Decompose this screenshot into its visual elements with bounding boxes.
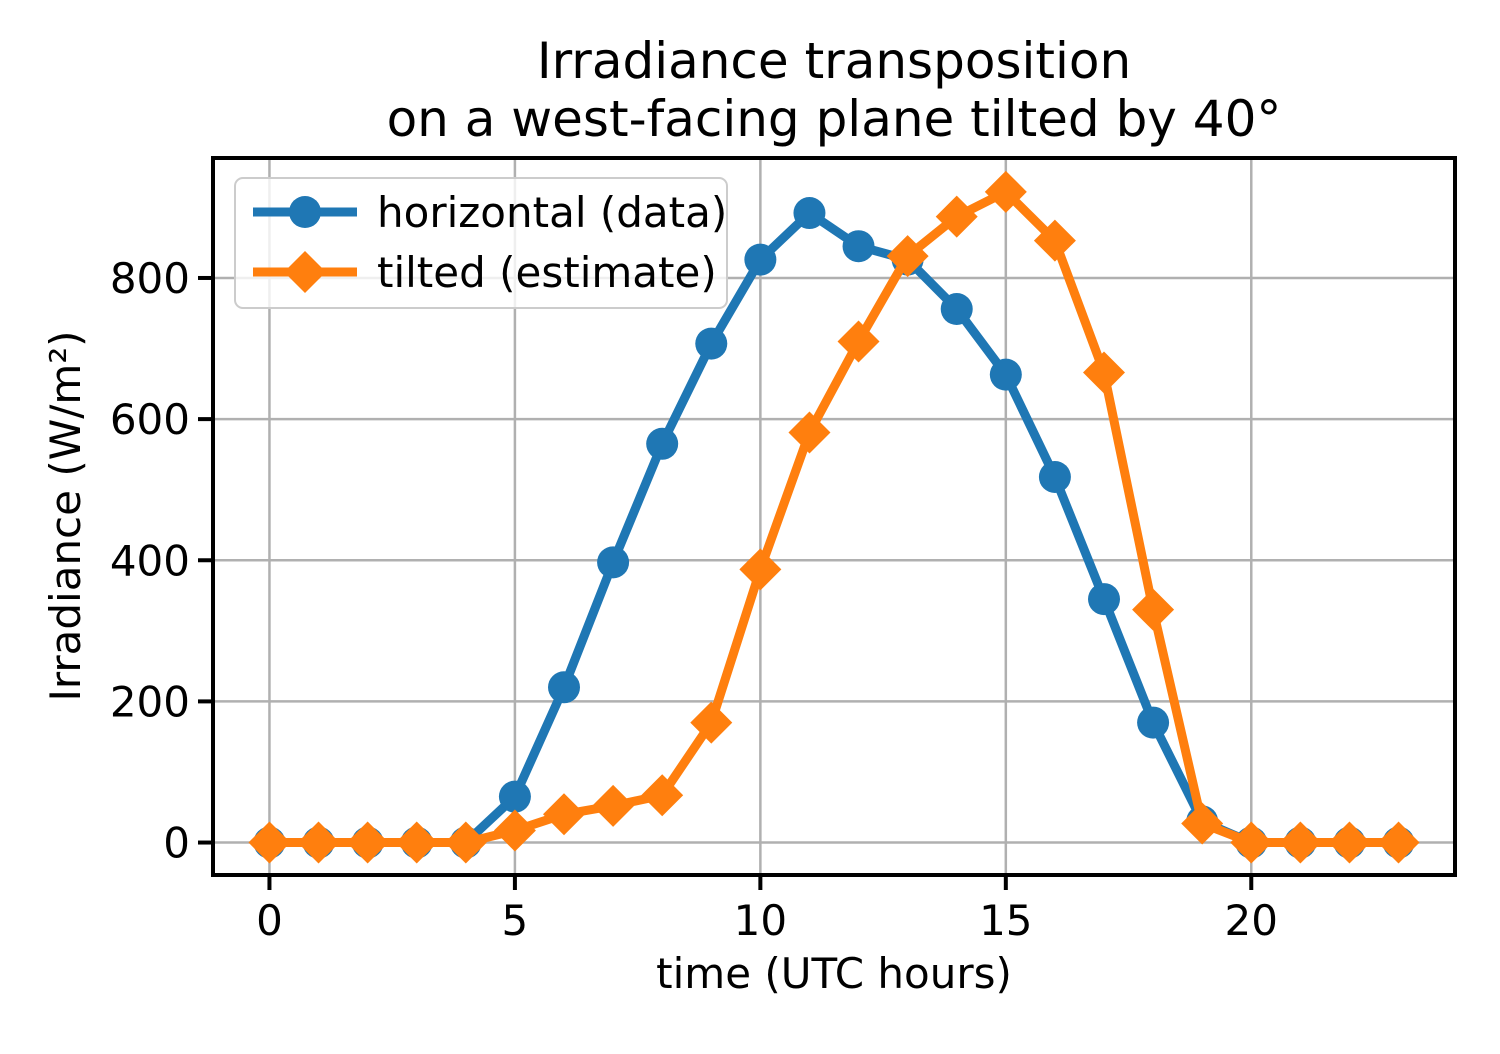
x-tick-label: 15 xyxy=(979,896,1032,945)
legend-box xyxy=(234,177,728,309)
legend-label-tilted: tilted (estimate) xyxy=(377,248,717,297)
data-point xyxy=(248,821,291,864)
data-point xyxy=(493,809,536,852)
data-point xyxy=(695,327,728,360)
data-point xyxy=(346,821,389,864)
data-point xyxy=(543,793,585,836)
data-point xyxy=(842,230,875,263)
data-point xyxy=(1279,821,1322,864)
legend-marker-circle-icon xyxy=(289,196,321,228)
data-point xyxy=(1230,821,1273,864)
data-point xyxy=(989,358,1022,391)
y-axis-label: Irradiance (W/m²) xyxy=(41,330,90,701)
legend-label-horizontal: horizontal (data) xyxy=(377,188,727,237)
data-point xyxy=(297,821,340,864)
data-point xyxy=(793,197,826,230)
data-point xyxy=(940,293,973,326)
x-tick-label: 5 xyxy=(502,896,529,945)
data-point xyxy=(739,548,782,591)
data-point xyxy=(984,170,1027,213)
data-point xyxy=(646,427,679,460)
y-tick-label: 200 xyxy=(110,677,190,726)
data-point xyxy=(444,821,487,864)
data-point xyxy=(1181,802,1224,845)
data-point xyxy=(1038,460,1071,493)
chart-title-line-2: on a west-facing plane tilted by 40° xyxy=(387,90,1282,148)
y-tick-label: 400 xyxy=(110,536,190,585)
data-point xyxy=(1033,219,1076,262)
data-point xyxy=(498,780,531,813)
data-point xyxy=(597,546,630,579)
data-point xyxy=(1132,588,1175,631)
series-tilted-estimate- xyxy=(248,170,1420,864)
y-tick-label: 0 xyxy=(163,819,190,868)
x-tick-label: 0 xyxy=(256,896,283,945)
axes-spines xyxy=(211,156,1457,877)
data-point xyxy=(935,195,978,238)
data-point xyxy=(744,243,777,276)
data-point xyxy=(592,784,635,827)
legend-marker-diamond-icon xyxy=(284,251,326,293)
data-point xyxy=(837,320,880,363)
x-tick-label: 10 xyxy=(734,896,787,945)
data-point xyxy=(1377,821,1420,864)
data-point xyxy=(1088,583,1120,616)
data-point xyxy=(1137,706,1170,739)
data-point xyxy=(1083,351,1125,394)
data-point xyxy=(690,701,733,744)
chart-title-line-1: Irradiance transposition xyxy=(537,32,1131,90)
data-point xyxy=(788,411,831,454)
y-tick-label: 600 xyxy=(110,395,190,444)
legend: horizontal (data) tilted (estimate) xyxy=(234,177,728,309)
data-point xyxy=(641,774,684,817)
y-tick-label: 800 xyxy=(110,254,190,303)
x-tick-label: 20 xyxy=(1225,896,1278,945)
x-axis-label: time (UTC hours) xyxy=(656,949,1012,998)
data-point xyxy=(395,821,438,864)
data-point xyxy=(1328,821,1371,864)
data-point xyxy=(886,235,929,278)
data-point xyxy=(548,671,580,704)
